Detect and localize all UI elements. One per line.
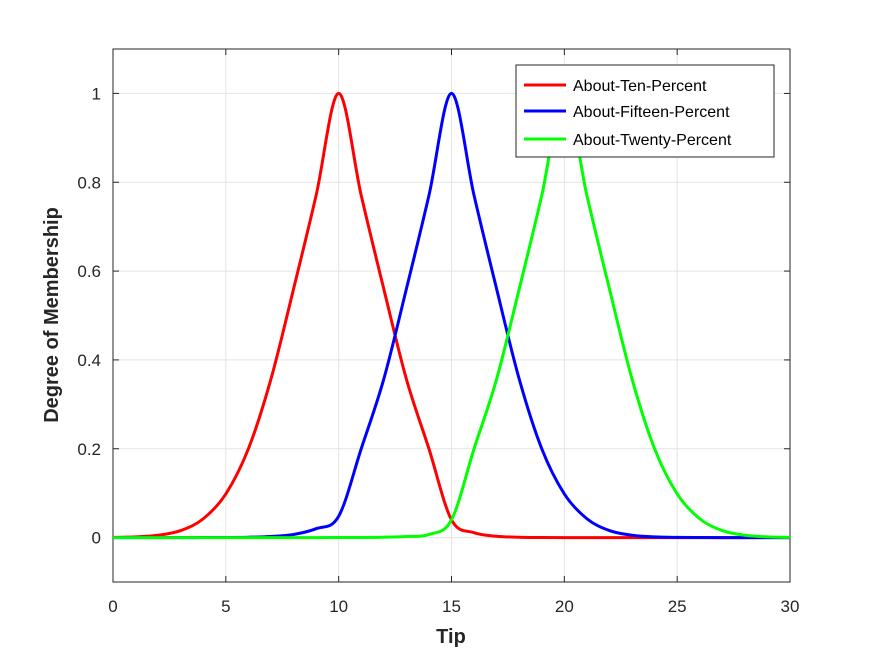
x-tick-label: 0 xyxy=(108,597,117,616)
x-tick-label: 30 xyxy=(781,597,800,616)
y-tick-label: 1 xyxy=(92,84,101,103)
x-axis-title: Tip xyxy=(436,626,466,648)
legend-label-twenty: About-Twenty-Percent xyxy=(573,132,732,149)
legend-label-ten: About-Ten-Percent xyxy=(573,78,707,95)
y-tick-label: 0.8 xyxy=(77,173,101,192)
legend: About-Ten-Percent About-Fifteen-Percent … xyxy=(515,64,775,158)
series-line-2 xyxy=(112,91,791,540)
y-tick-label: 0.2 xyxy=(77,440,101,459)
x-tick-label: 5 xyxy=(221,597,230,616)
y-tick-label: 0.6 xyxy=(77,262,101,281)
y-axis-title: Degree of Membership xyxy=(41,207,63,423)
axis-ticks: 0 5 10 15 20 25 30 0 0.2 0.4 0.6 0.8 1 xyxy=(77,49,799,616)
x-tick-label: 10 xyxy=(329,597,348,616)
x-tick-label: 25 xyxy=(668,597,687,616)
x-tick-label: 15 xyxy=(442,597,461,616)
x-tick-label: 20 xyxy=(555,597,574,616)
series-lines xyxy=(112,91,791,540)
y-tick-label: 0 xyxy=(92,529,101,548)
legend-label-fifteen: About-Fifteen-Percent xyxy=(573,104,730,121)
y-tick-label: 0.4 xyxy=(77,351,101,370)
